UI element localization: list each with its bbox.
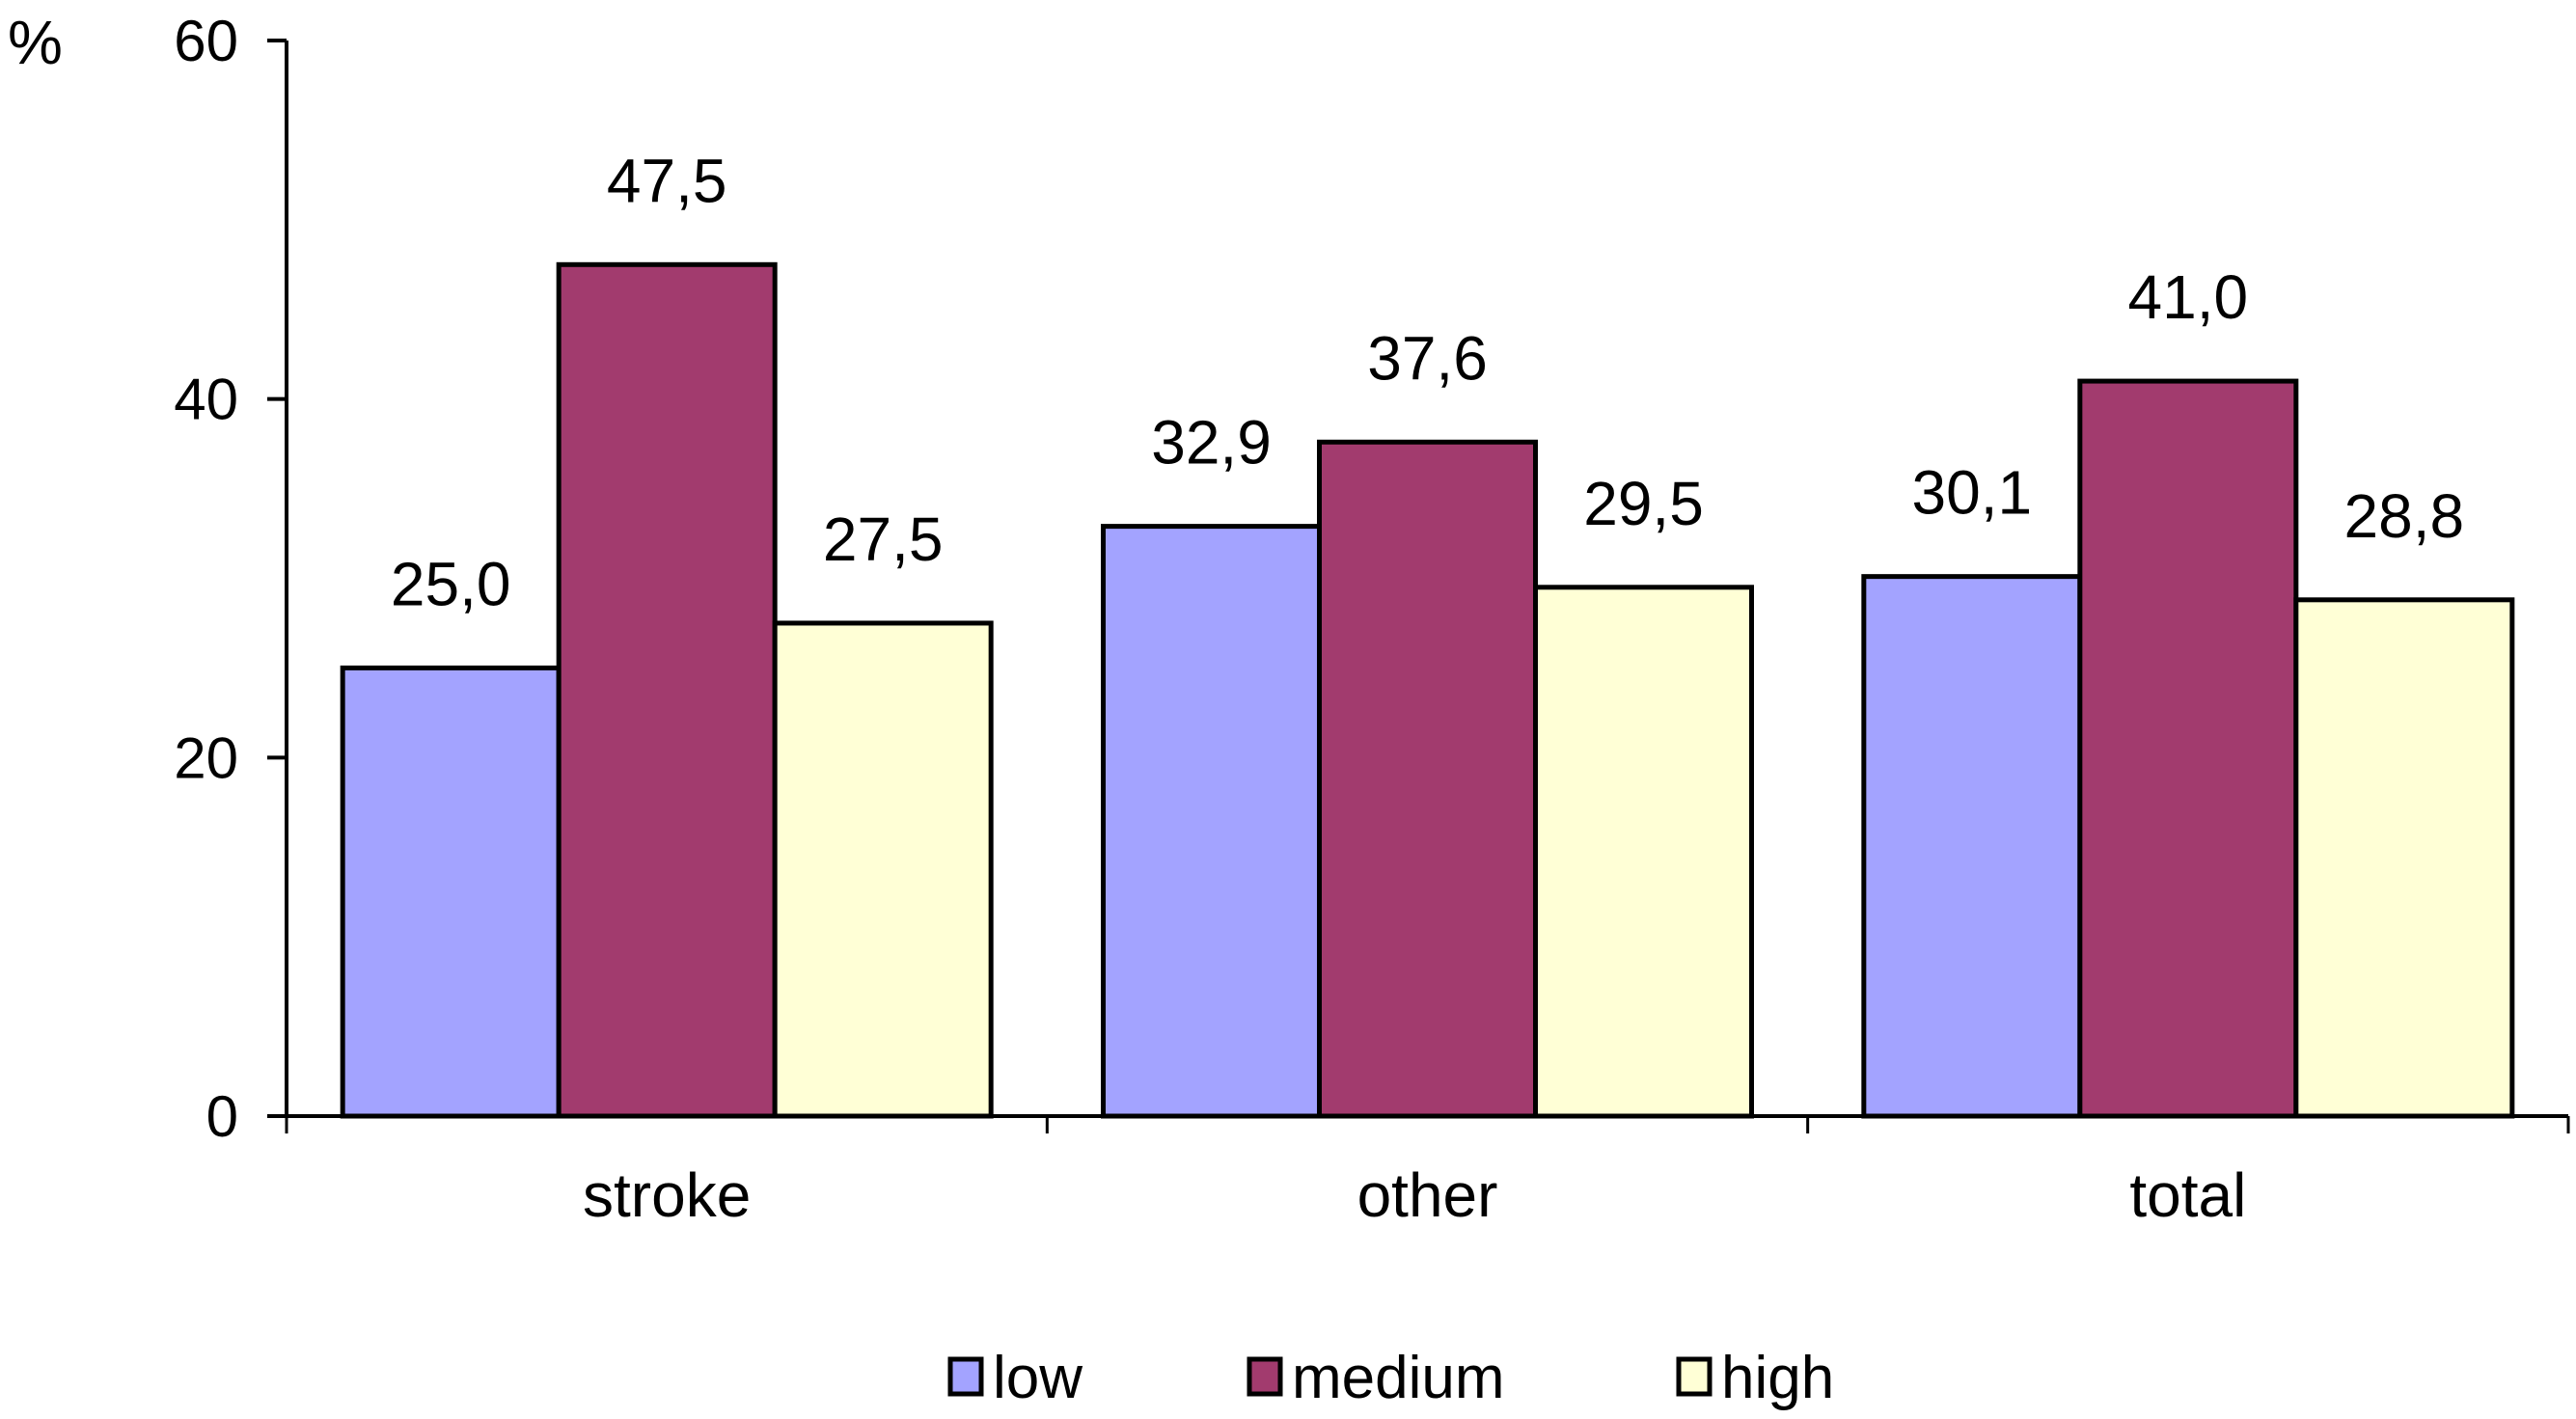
data-label-high-stroke: 27,5 [823,505,944,574]
y-tick-label-60: 60 [174,9,238,73]
bar-low-stroke [340,665,562,1119]
bar-low-total [1861,574,2083,1119]
legend-label-high: high [1721,1345,1834,1411]
x-tick-label-total: total [2129,1160,2246,1230]
plot-area: 25,0 32,9 30,1 47,5 37,6 41,0 27,5 29,5 28,8 0 20 4… [174,9,2570,1230]
bar-medium-stroke [556,261,778,1119]
y-tick-label-40: 40 [174,368,238,432]
data-label-low-total: 30,1 [1912,458,2033,528]
legend-swatch-medium [1247,1356,1283,1397]
data-label-high-total: 28,8 [2344,481,2465,551]
legend: low medium high [947,1345,1834,1411]
x-tick-label-stroke: stroke [583,1160,751,1230]
bar-high-total [2293,597,2515,1119]
data-label-medium-stroke: 47,5 [607,146,727,215]
legend-label-medium: medium [1292,1345,1505,1411]
y-tick-label-20: 20 [174,725,238,790]
y-tick-label-0: 0 [206,1084,238,1149]
bar-medium-total [2077,378,2299,1119]
bar-low-other [1101,524,1322,1119]
y-axis-unit-label: % [8,8,63,77]
x-tick-label-other: other [1357,1160,1498,1230]
bar-high-stroke [772,620,994,1119]
legend-label-low: low [993,1345,1082,1411]
legend-swatch-low [947,1356,984,1397]
legend-swatch-high [1676,1356,1713,1397]
data-label-low-other: 32,9 [1151,408,1272,478]
data-label-medium-other: 37,6 [1367,323,1488,393]
data-label-high-other: 29,5 [1583,469,1704,538]
bar-high-other [1533,585,1754,1119]
data-label-medium-total: 41,0 [2128,262,2249,332]
bar-medium-other [1317,439,1538,1119]
data-label-low-stroke: 25,0 [391,549,511,618]
